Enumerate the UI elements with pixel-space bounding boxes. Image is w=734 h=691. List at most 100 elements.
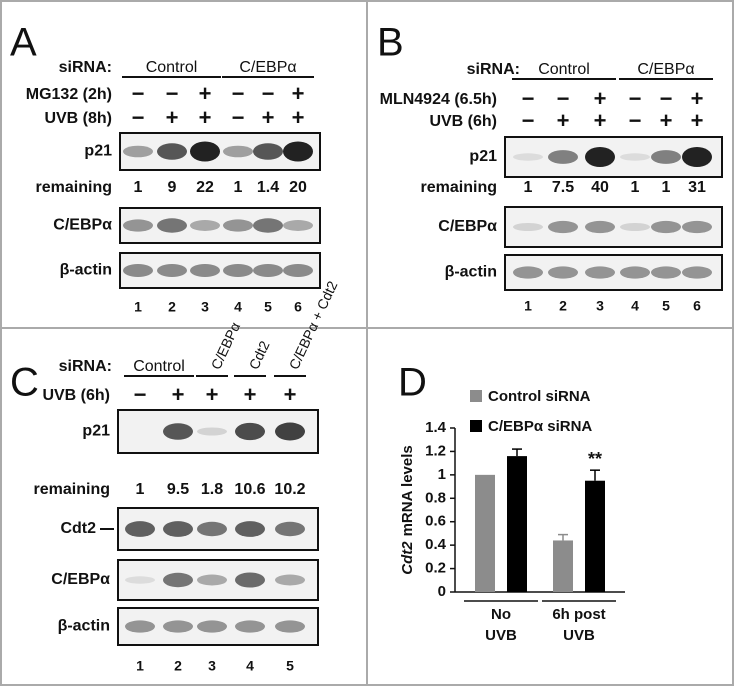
band xyxy=(163,620,193,633)
band xyxy=(548,220,578,234)
treatment-label: MG132 (2h) xyxy=(26,86,112,103)
lane-number: 4 xyxy=(246,658,254,674)
group-label: Cdt2 xyxy=(246,338,273,372)
lane-number: 1 xyxy=(134,299,142,315)
treatment-sign: + xyxy=(284,382,297,407)
significance: ** xyxy=(588,449,602,469)
band xyxy=(157,264,187,277)
remaining-label: remaining xyxy=(36,179,112,196)
treatment-label: UVB (6h) xyxy=(42,387,110,404)
band xyxy=(585,266,615,279)
lane-number: 6 xyxy=(693,298,701,314)
remaining-value: 10.2 xyxy=(274,481,305,498)
group-label: C/EBPα xyxy=(239,59,296,76)
treatment-sign: − xyxy=(232,105,245,130)
band xyxy=(125,620,155,633)
band xyxy=(682,220,712,234)
remaining-label: remaining xyxy=(421,179,497,196)
band xyxy=(235,620,265,633)
treatment-label: MLN4924 (6.5h) xyxy=(380,91,497,108)
band xyxy=(548,266,578,279)
x-tick-label: UVB xyxy=(563,627,595,644)
treatment-sign: + xyxy=(206,382,219,407)
band xyxy=(223,219,253,232)
lane-number: 1 xyxy=(524,298,532,314)
panel-letter: C xyxy=(10,361,39,405)
band xyxy=(223,264,253,277)
lane-number: 5 xyxy=(286,658,294,674)
treatment-sign: + xyxy=(166,105,179,130)
treatment-sign: + xyxy=(660,108,673,133)
y-tick-label: 0.2 xyxy=(425,560,446,577)
treatment-sign: − xyxy=(132,105,145,130)
band xyxy=(157,143,187,160)
band xyxy=(275,422,305,441)
band xyxy=(620,222,650,232)
remaining-value: 20 xyxy=(289,179,307,196)
blot-label: p21 xyxy=(469,148,497,165)
treatment-sign: + xyxy=(691,108,704,133)
band xyxy=(275,574,305,586)
band xyxy=(123,219,153,232)
treatment-sign: + xyxy=(199,105,212,130)
panel-letter: B xyxy=(377,21,404,65)
remaining-value: 7.5 xyxy=(552,179,574,196)
band xyxy=(235,422,265,441)
sirna-label: siRNA: xyxy=(467,61,520,78)
treatment-sign: + xyxy=(262,105,275,130)
blot xyxy=(117,607,319,646)
blot xyxy=(119,207,321,244)
group-label: Control xyxy=(133,358,185,375)
blot xyxy=(117,559,319,601)
lane-number: 6 xyxy=(294,299,302,315)
treatment-sign: − xyxy=(522,86,535,111)
band xyxy=(253,143,283,160)
lane-number: 2 xyxy=(168,299,176,315)
band xyxy=(585,220,615,234)
remaining-value: 1.8 xyxy=(201,481,223,498)
treatment-sign: + xyxy=(557,108,570,133)
blot-label: β-actin xyxy=(445,264,497,281)
remaining-value: 1 xyxy=(134,179,143,196)
remaining-value: 1 xyxy=(662,179,671,196)
band xyxy=(125,521,155,537)
lane-number: 1 xyxy=(136,658,144,674)
treatment-sign: − xyxy=(557,86,570,111)
band xyxy=(190,264,220,277)
band xyxy=(197,620,227,633)
treatment-sign: + xyxy=(691,86,704,111)
treatment-sign: + xyxy=(292,81,305,106)
band xyxy=(620,153,650,161)
legend-swatch xyxy=(470,390,482,402)
y-tick-label: 1.4 xyxy=(425,419,447,436)
legend-label: C/EBPα siRNA xyxy=(488,418,592,435)
remaining-value: 1 xyxy=(136,481,145,498)
y-axis-label-part: Cdt2 xyxy=(399,541,416,575)
remaining-label: remaining xyxy=(34,481,110,498)
remaining-value: 1 xyxy=(631,179,640,196)
treatment-sign: + xyxy=(292,105,305,130)
blot-label: β-actin xyxy=(60,262,112,279)
band xyxy=(163,572,193,588)
band xyxy=(190,141,220,162)
remaining-value: 1.4 xyxy=(257,179,279,196)
group-label: Control xyxy=(538,61,590,78)
treatment-sign: + xyxy=(594,108,607,133)
band xyxy=(283,220,313,231)
treatment-sign: − xyxy=(629,108,642,133)
band xyxy=(253,264,283,277)
band xyxy=(548,150,578,164)
band xyxy=(223,145,253,158)
y-axis-label-part: mRNA levels xyxy=(399,445,416,536)
band xyxy=(275,521,305,537)
band xyxy=(190,220,220,231)
remaining-value: 9 xyxy=(168,179,177,196)
sirna-label: siRNA: xyxy=(59,358,112,375)
blot-label: β-actin xyxy=(58,618,110,635)
blot-label: C/EBPα xyxy=(51,571,110,588)
blot xyxy=(504,206,723,248)
band xyxy=(283,141,313,162)
group-label: C/EBPα xyxy=(637,61,694,78)
bar xyxy=(585,480,605,592)
remaining-value: 22 xyxy=(196,179,214,196)
